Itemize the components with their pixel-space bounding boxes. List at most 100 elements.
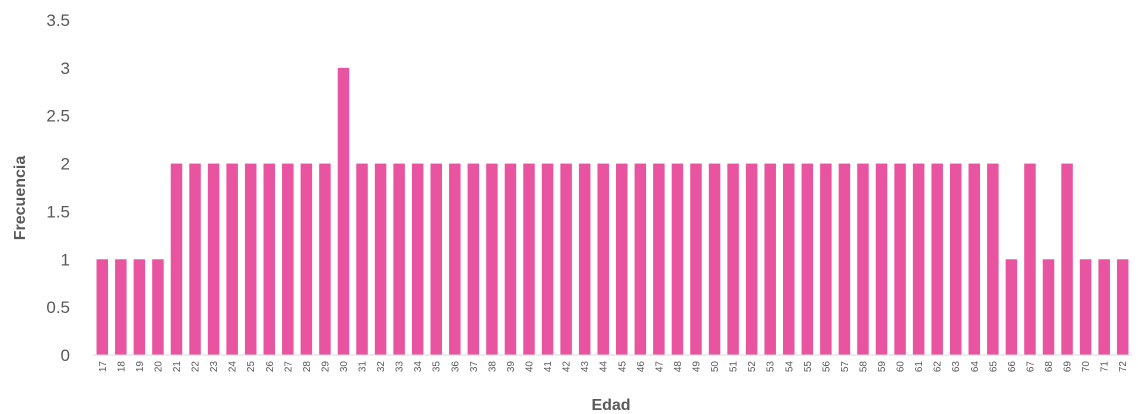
bar — [727, 163, 739, 355]
y-tick-label: 1.5 — [46, 202, 70, 221]
bar — [560, 163, 572, 355]
x-tick-label: 20 — [153, 361, 164, 373]
x-tick-label: 28 — [302, 361, 313, 373]
x-tick-label: 54 — [784, 361, 795, 373]
bar — [115, 259, 127, 355]
bar — [634, 163, 647, 355]
bar — [411, 163, 424, 355]
bar — [374, 163, 387, 355]
x-tick-label: 56 — [821, 361, 832, 373]
x-tick-label: 39 — [506, 361, 517, 373]
x-axis-ticks: 17 18 19 20 21 22 23 24 25 26 27 28 29 30 31 32 33 34 35 36… — [98, 361, 1129, 373]
bar — [783, 163, 795, 355]
bar — [430, 163, 442, 355]
x-tick-label: 46 — [636, 361, 647, 373]
y-tick-label: 0.5 — [46, 298, 70, 317]
bar — [244, 163, 257, 355]
x-tick-label: 59 — [877, 361, 888, 373]
x-tick-label: 62 — [933, 361, 944, 373]
x-tick-label: 40 — [525, 361, 536, 373]
bar — [968, 163, 981, 355]
bar — [931, 163, 943, 355]
x-tick-label: 24 — [228, 361, 239, 373]
bar — [578, 163, 591, 355]
bar — [764, 163, 776, 355]
x-tick-label: 36 — [450, 361, 461, 373]
x-tick-label: 31 — [358, 361, 369, 373]
bar — [393, 163, 405, 355]
x-tick-label: 37 — [469, 361, 480, 373]
bar — [486, 163, 498, 355]
x-tick-label: 45 — [617, 361, 628, 373]
x-tick-label: 26 — [265, 361, 276, 373]
x-tick-label: 53 — [766, 361, 777, 373]
bar — [912, 163, 925, 355]
x-tick-label: 23 — [209, 361, 220, 373]
bar — [708, 163, 721, 355]
bars — [96, 67, 1129, 355]
y-axis-title: Frecuencia — [12, 156, 29, 241]
x-tick-label: 34 — [413, 361, 424, 373]
y-tick-label: 2.5 — [46, 107, 70, 126]
bar — [504, 163, 517, 355]
y-tick-label: 1 — [61, 250, 70, 269]
x-tick-label: 44 — [599, 361, 610, 373]
bar — [597, 163, 609, 355]
x-tick-label: 47 — [654, 361, 665, 373]
bar — [449, 163, 461, 355]
x-tick-label: 72 — [1118, 361, 1129, 373]
x-tick-label: 67 — [1025, 361, 1036, 373]
bar — [300, 163, 313, 355]
x-tick-label: 27 — [283, 361, 294, 373]
bar — [1116, 259, 1129, 355]
bar — [690, 163, 702, 355]
x-tick-label: 69 — [1063, 361, 1074, 373]
bar — [541, 163, 554, 355]
bar — [949, 163, 962, 355]
bar — [857, 163, 869, 355]
x-tick-label: 71 — [1100, 361, 1111, 373]
x-tick-label: 29 — [320, 361, 331, 373]
x-tick-label: 32 — [376, 361, 387, 373]
y-tick-label: 3.5 — [46, 11, 70, 30]
x-tick-label: 22 — [191, 361, 202, 373]
x-tick-label: 52 — [747, 361, 758, 373]
bar — [282, 163, 294, 355]
bar — [616, 163, 628, 355]
bar — [653, 163, 665, 355]
y-tick-label: 2 — [61, 155, 70, 174]
bar — [801, 163, 814, 355]
bar — [1024, 163, 1036, 355]
x-tick-label: 64 — [970, 361, 981, 373]
x-tick-label: 19 — [135, 361, 146, 373]
x-tick-label: 35 — [432, 361, 443, 373]
x-tick-label: 51 — [729, 361, 740, 373]
bar — [671, 163, 684, 355]
x-tick-label: 42 — [562, 361, 573, 373]
y-tick-label: 0 — [61, 346, 70, 365]
x-tick-label: 57 — [840, 361, 851, 373]
bar — [152, 259, 164, 355]
bar — [319, 163, 331, 355]
bar — [170, 163, 183, 355]
bar — [263, 163, 276, 355]
x-tick-label: 66 — [1007, 361, 1018, 373]
bar — [1079, 259, 1092, 355]
bar — [356, 163, 368, 355]
x-tick-label: 41 — [543, 361, 554, 373]
x-tick-label: 49 — [691, 361, 702, 373]
x-tick-label: 63 — [951, 361, 962, 373]
x-tick-label: 65 — [988, 361, 999, 373]
bar — [894, 163, 906, 355]
y-tick-label: 3 — [61, 59, 70, 78]
x-tick-label: 68 — [1044, 361, 1055, 373]
bar — [838, 163, 851, 355]
bar — [820, 163, 832, 355]
bar — [745, 163, 758, 355]
bar — [133, 259, 146, 355]
x-tick-label: 55 — [803, 361, 814, 373]
bar — [875, 163, 888, 355]
bar — [1061, 163, 1073, 355]
bar — [189, 163, 201, 355]
